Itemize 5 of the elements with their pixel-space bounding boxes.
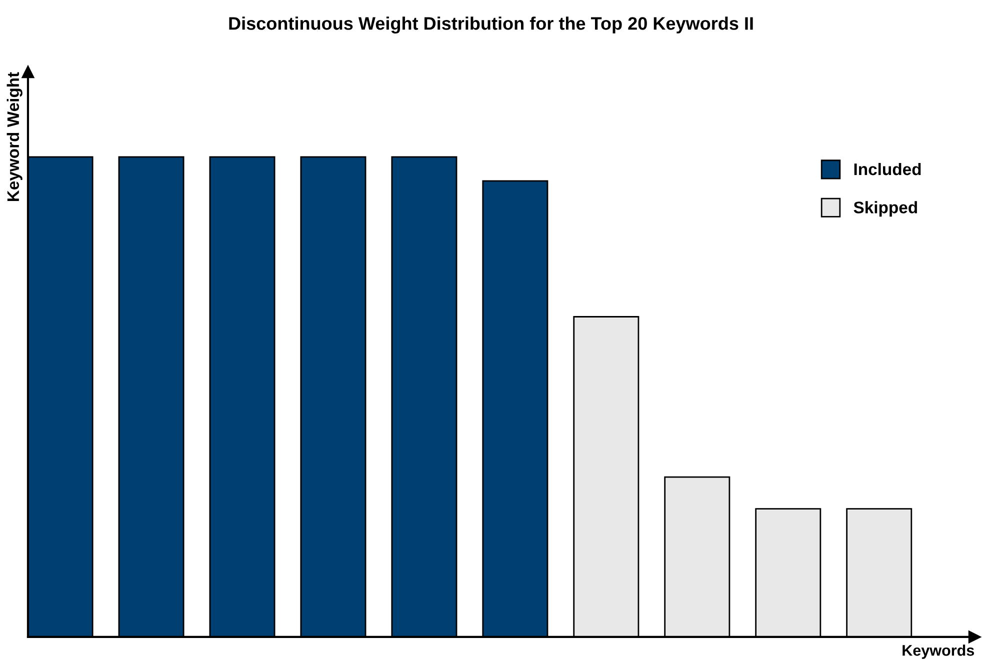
chart-title: Discontinuous Weight Distribution for the Top 20 Keywords II [229, 16, 753, 34]
legend-label: Skipped [854, 201, 917, 217]
x-axis-title: Keywords [902, 644, 974, 659]
legend-label: Included [854, 162, 921, 176]
y-axis-title: Keyword Weight [6, 72, 22, 202]
